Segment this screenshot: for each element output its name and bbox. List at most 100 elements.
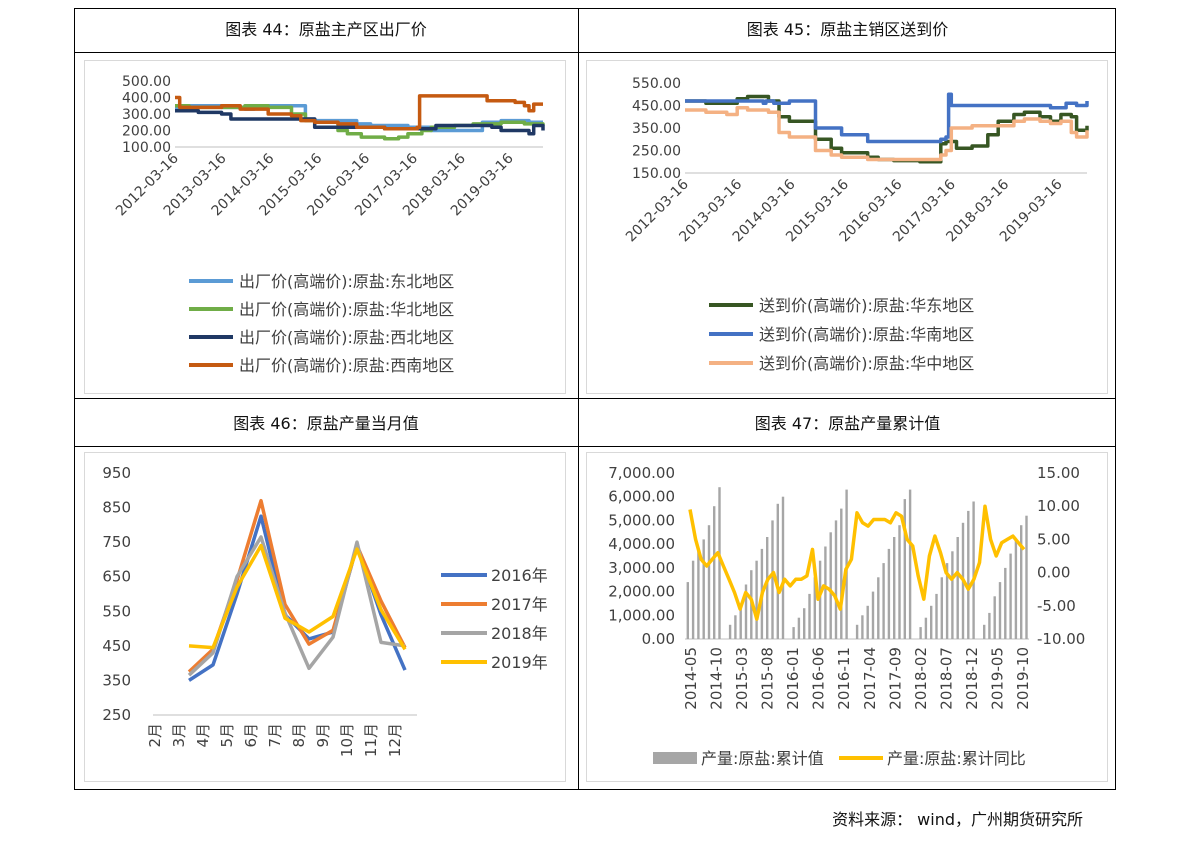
bar [988,612,991,639]
y-left-tick-label: 3,000.00 [608,559,675,577]
bar [702,539,705,639]
series-line-1 [188,514,407,682]
y-left-tick-label: 1,000.00 [608,606,675,624]
x-tick-label: 2016-06 [810,647,828,710]
bar [818,560,822,639]
bar [951,551,954,639]
y-tick-label: 750 [102,533,131,551]
legend-label-1: 出厂价(高端价):原盐:东北地区 [239,272,454,291]
x-tick-label: 6月 [242,723,260,748]
legend-label-2: 2017年 [491,595,548,614]
y-left-tick-label: 4,000.00 [608,535,675,553]
y-tick-label: 550.00 [632,76,681,92]
x-tick-label: 2016-01 [784,647,802,710]
x-tick-label: 2014-05 [682,647,700,710]
y-tick-label: 100.00 [122,140,171,156]
bar [840,508,843,639]
x-tick-label: 2018-02 [912,647,930,710]
bar [877,577,880,639]
y-right-tick-label: -10.00 [1037,630,1085,648]
bar [935,593,938,639]
legend-label-bars: 产量:原盐:累计值 [701,749,824,768]
legend-label-2: 送到价(高端价):原盐:华南地区 [759,325,974,344]
bar [691,560,695,639]
bar [755,560,758,639]
legend-label-4: 2019年 [491,653,548,672]
panel-title-44: 图表 44：原盐主产区出厂价 [225,20,427,39]
bar [739,603,742,639]
bar [866,605,869,639]
bar [713,506,716,639]
bar [744,584,748,639]
series-line-2 [685,92,1089,144]
y-tick-label: 550 [102,602,131,620]
source-note: 资料来源： wind，广州期货研究所 [832,810,1083,829]
y-left-tick-label: 0.00 [642,630,675,648]
bar [771,520,774,639]
bar [776,503,779,639]
y-left-tick-label: 5,000.00 [608,511,675,529]
grid-divider-lower [74,446,1116,447]
y-tick-label: 950 [102,464,131,482]
y-right-tick-label: 5.00 [1037,530,1070,548]
bar [845,489,848,639]
chart-47-frame: 7,000.00 6,000.00 5,000.00 4,000.00 3,000.00… [586,452,1108,782]
bar [834,520,838,639]
bar [903,499,906,639]
y-tick-label: 400.00 [122,91,171,107]
chart-45-frame: 550.00 450.00 350.00 250.00 150.00 2012-03-16… [586,60,1108,394]
bar [808,593,811,639]
bar [1014,539,1018,639]
legend-label-3: 2018年 [491,624,548,643]
bar [882,563,885,639]
legend-label-3: 出厂价(高端价):原盐:西北地区 [239,328,454,347]
bar [813,577,816,639]
bar [1020,525,1023,639]
bar [824,546,827,639]
y-tick-label: 200.00 [122,124,171,140]
y-tick-label: 300.00 [122,107,171,123]
bar [956,537,959,639]
chart-46-svg: 950 850 750 650 550 450 350 250 2月 3月 4月 5月 6月 7月 8月 9月… [102,464,548,757]
x-tick-label: 3月 [170,723,188,748]
bar [887,548,891,639]
bar [898,525,901,639]
bar [686,582,689,639]
bar [728,624,732,639]
bar [967,510,970,639]
bar [829,532,832,639]
x-tick-label: 2015-08 [759,647,777,710]
x-tick-label: 4月 [194,723,212,748]
legend-swatch-bars [653,752,697,764]
bar [972,501,975,639]
legend-label-3: 送到价(高端价):原盐:华中地区 [759,354,974,373]
y-tick-label: 350 [102,671,131,689]
x-tick-label: 2014-10 [708,647,726,710]
panel-title-45: 图表 45：原盐主销区送到价 [746,20,949,39]
panel-title-47: 图表 47：原盐产量累计值 [754,414,941,433]
series-line-3 [685,106,1089,162]
bar [697,551,700,639]
legend-label-1: 2016年 [491,566,548,585]
x-tick-label: 2015-03 [733,647,751,710]
chart-45-svg: 550.00450.00350.00250.00150.002012-03-16… [623,76,1089,373]
y-tick-label: 450.00 [632,99,681,115]
y-tick-label: 850 [102,499,131,517]
y-left-tick-label: 7,000.00 [608,464,675,482]
bar [945,563,949,639]
series-line-4 [188,543,407,651]
grid-divider-top [74,52,1116,53]
bar [792,627,795,639]
y-left-tick-label: 6,000.00 [608,488,675,506]
chart-44-svg: 500.00400.00300.00200.00100.002012-03-16… [113,74,545,375]
grid-divider-middle [74,398,1116,399]
bar [797,617,801,639]
x-tick-label: 2017-09 [886,647,904,710]
x-tick-label: 7月 [266,723,284,748]
bar [919,627,922,639]
series-line-4 [175,94,543,131]
y-right-tick-label: 15.00 [1037,464,1080,482]
y-tick-label: 650 [102,568,131,586]
legend-label-line: 产量:原盐:累计同比 [887,749,1026,768]
y-right-tick-label: -5.00 [1037,597,1076,615]
